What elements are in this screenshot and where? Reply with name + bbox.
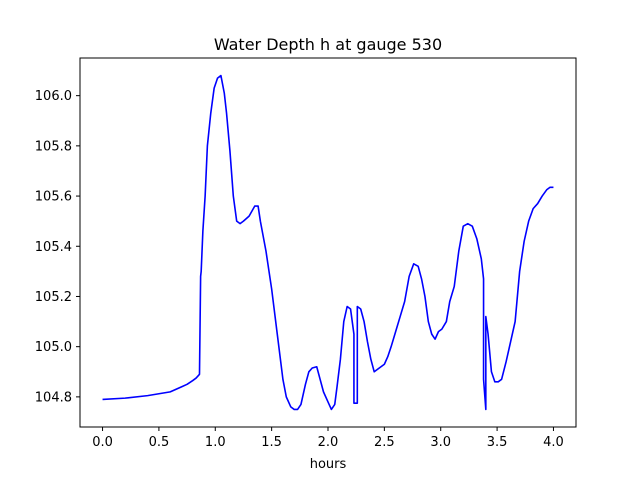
x-tick-label: 2.5	[374, 435, 395, 450]
chart-title: Water Depth h at gauge 530	[214, 35, 442, 54]
series-line-0	[102, 74, 554, 411]
x-tick-label: 3.0	[430, 435, 451, 450]
y-tick-label: 105.2	[35, 290, 72, 305]
plot-background	[80, 58, 576, 427]
y-tick-label: 105.4	[35, 240, 72, 255]
x-axis-label: hours	[310, 457, 347, 472]
y-axis: 104.8 105.0 105.2 105.4 105.6 105.8 106.0	[35, 89, 80, 405]
x-tick-label: 0.5	[149, 435, 170, 450]
x-tick-label: 3.5	[487, 435, 508, 450]
plot-area	[79, 57, 577, 428]
y-tick-label: 105.6	[35, 190, 72, 205]
x-tick-label: 1.0	[205, 435, 226, 450]
x-tick-label: 4.0	[543, 435, 564, 450]
y-tick-label: 105.0	[35, 340, 72, 355]
x-tick-label: 2.0	[318, 435, 339, 450]
y-tick-label: 104.8	[35, 390, 72, 405]
y-tick-label: 105.8	[35, 139, 72, 154]
series-layer	[102, 74, 554, 411]
x-tick-label: 0.0	[92, 435, 113, 450]
x-tick-label: 1.5	[261, 435, 282, 450]
y-tick-label: 106.0	[35, 89, 72, 104]
x-axis: 0.0 0.5 1.0 1.5 2.0 2.5 3.0 3.5 4.0	[92, 427, 564, 450]
